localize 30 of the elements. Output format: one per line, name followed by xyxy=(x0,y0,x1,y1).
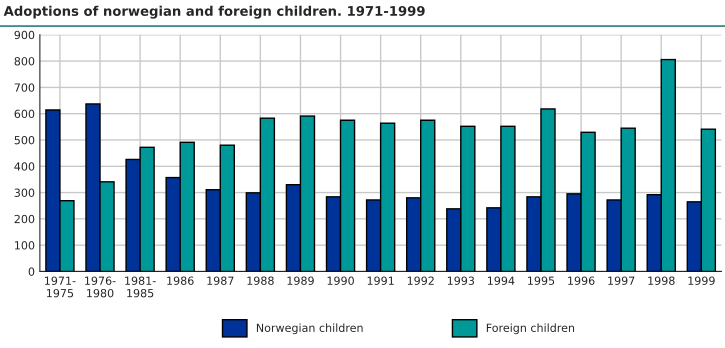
y-tick-label: 300 xyxy=(14,188,34,197)
x-tick-label: 1989 xyxy=(288,276,314,285)
y-tick-label: 200 xyxy=(14,214,34,224)
x-tick-label: 1986 xyxy=(167,276,194,285)
legend-label: Foreign children xyxy=(486,323,574,334)
x-tick-label: 1981- 1985 xyxy=(125,276,156,298)
y-tick-label: 0 xyxy=(28,267,34,276)
x-tick-label: 1993 xyxy=(448,276,474,285)
y-tick-label: 800 xyxy=(14,57,34,66)
x-tick-label: 1990 xyxy=(328,276,354,285)
chart-title: Adoptions of norwegian and foreign children. 1971-1999 xyxy=(4,6,425,19)
x-tick-label: 1988 xyxy=(247,276,274,285)
x-tick-label: 1997 xyxy=(608,276,634,285)
x-tick-label: 1992 xyxy=(408,276,434,285)
x-tick-label: 1998 xyxy=(648,276,675,285)
x-tick-label: 1976- 1980 xyxy=(85,276,116,298)
y-tick-label: 900 xyxy=(14,30,34,40)
y-tick-label: 600 xyxy=(14,110,34,118)
x-tick-label: 1999 xyxy=(688,276,715,285)
legend-label: Norwegian children xyxy=(256,323,363,334)
y-tick-label: 700 xyxy=(14,83,34,92)
y-tick-label: 500 xyxy=(14,136,34,144)
x-tick-label: 1971- 1975 xyxy=(44,276,76,298)
y-tick-label: 400 xyxy=(14,162,34,171)
x-tick-label: 1987 xyxy=(207,276,234,285)
x-tick-label: 1996 xyxy=(568,276,595,285)
y-tick-label: 100 xyxy=(15,241,34,250)
x-tick-label: 1991 xyxy=(368,276,394,285)
x-tick-label: 1994 xyxy=(488,276,514,285)
x-tick-label: 1995 xyxy=(528,276,554,285)
